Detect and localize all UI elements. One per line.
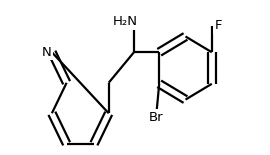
Text: N: N: [42, 46, 52, 59]
Text: Br: Br: [149, 111, 163, 124]
Text: H₂N: H₂N: [113, 15, 138, 28]
Text: F: F: [215, 19, 222, 32]
